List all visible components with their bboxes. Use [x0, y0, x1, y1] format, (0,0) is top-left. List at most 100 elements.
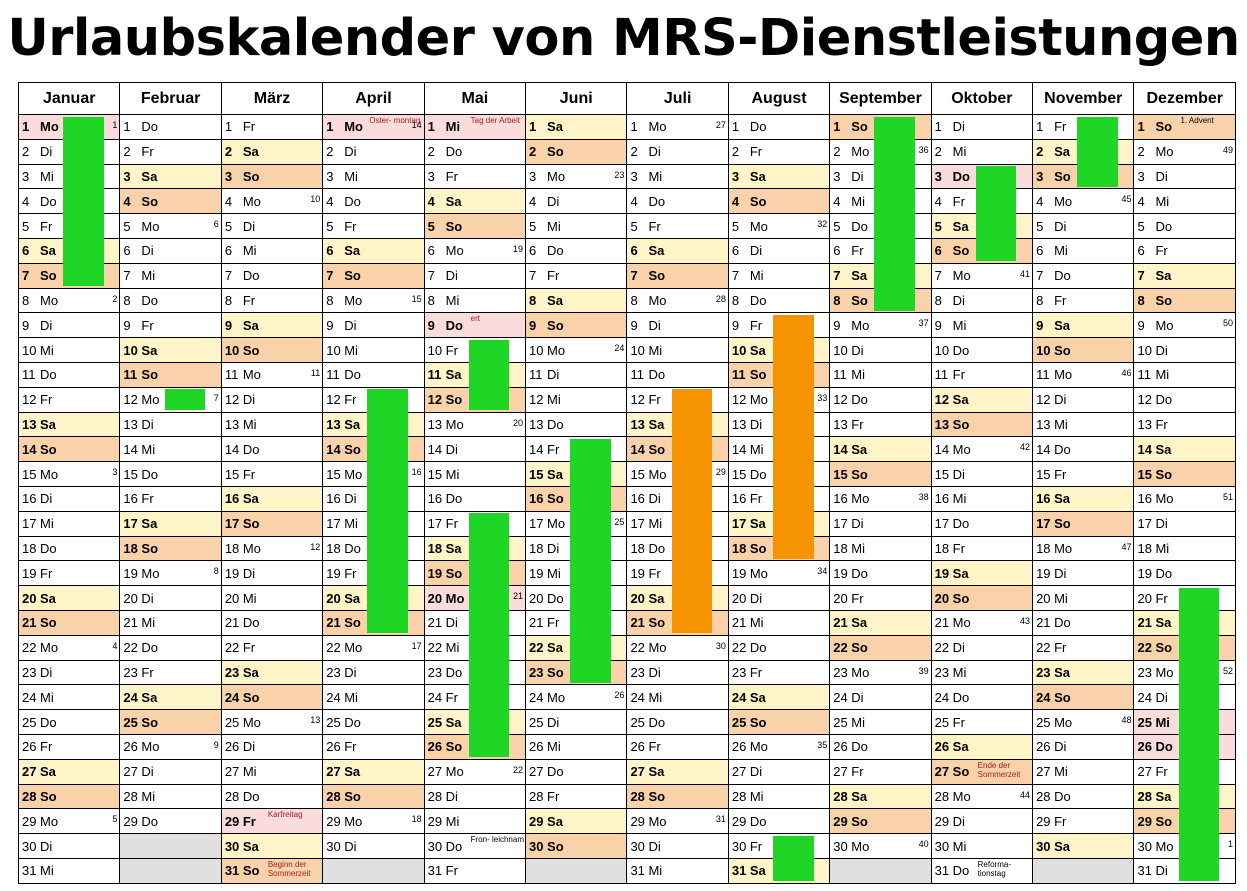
- day-cell[interactable]: 2 Do: [423, 138, 527, 165]
- vacation-bar-green[interactable]: [468, 513, 510, 758]
- day-cell[interactable]: 31 Mi: [17, 857, 121, 884]
- day-cell[interactable]: 9 Sa: [1032, 312, 1135, 339]
- day-cell[interactable]: 5 Fr: [322, 213, 425, 239]
- day-cell[interactable]: 17 Di: [829, 510, 932, 537]
- day-cell[interactable]: 16 Di: [17, 485, 121, 512]
- day-cell[interactable]: 17 Sa: [119, 510, 222, 537]
- day-cell[interactable]: 26 Di: [220, 733, 324, 760]
- day-cell[interactable]: 13 Di: [119, 411, 222, 438]
- day-cell[interactable]: 15 Di: [930, 461, 1034, 487]
- day-cell[interactable]: 14 Do: [1032, 436, 1135, 463]
- day-cell[interactable]: 29 Di: [930, 808, 1034, 835]
- day-cell[interactable]: 9 Sa: [220, 312, 324, 339]
- day-cell[interactable]: 4 Di: [525, 188, 628, 215]
- day-cell[interactable]: 11 Mo 11: [220, 361, 324, 388]
- day-cell[interactable]: 9 Fr: [119, 312, 222, 339]
- day-cell[interactable]: 4 Sa: [423, 188, 527, 215]
- day-cell[interactable]: 24 Do: [930, 684, 1034, 711]
- day-cell[interactable]: 10 Di: [1133, 337, 1236, 363]
- day-cell[interactable]: 28 So: [626, 783, 729, 810]
- day-cell[interactable]: 16 Mo 38: [829, 485, 932, 512]
- day-cell[interactable]: 30 Di: [322, 833, 425, 859]
- day-cell[interactable]: 5 Mi: [525, 213, 628, 239]
- day-cell[interactable]: 9 Di: [322, 312, 425, 339]
- day-cell[interactable]: 7 Do: [1032, 262, 1135, 289]
- day-cell[interactable]: 4 So: [119, 188, 222, 215]
- day-cell[interactable]: 19 Do: [829, 560, 932, 587]
- day-cell[interactable]: 18 Mi: [1133, 535, 1236, 562]
- day-cell[interactable]: 29 Mo 5: [17, 808, 121, 835]
- day-cell[interactable]: 23 Mo 39: [829, 659, 932, 686]
- day-cell[interactable]: 9 So: [525, 312, 628, 339]
- day-cell[interactable]: 28 Mo 44: [930, 783, 1034, 810]
- day-cell[interactable]: 4 Mo 10: [220, 188, 324, 215]
- day-cell[interactable]: 15 So: [1133, 461, 1236, 487]
- vacation-bar-green[interactable]: [1178, 587, 1220, 882]
- day-cell[interactable]: 5 Di: [1032, 213, 1135, 239]
- day-cell[interactable]: 28 Fr: [525, 783, 628, 810]
- vacation-bar-green[interactable]: [975, 166, 1017, 262]
- day-cell[interactable]: 30 Mo 40: [829, 833, 932, 859]
- day-cell[interactable]: 14 Mo 42: [930, 436, 1034, 463]
- day-cell[interactable]: 22 Mo 17: [322, 634, 425, 661]
- day-cell[interactable]: 6 Sa: [626, 237, 729, 264]
- day-cell[interactable]: 7 So: [626, 262, 729, 289]
- day-cell[interactable]: 10 Sa: [119, 337, 222, 363]
- day-cell[interactable]: 14 Mi: [119, 436, 222, 463]
- vacation-bar-green[interactable]: [570, 438, 611, 683]
- day-cell[interactable]: 14 Di: [423, 436, 527, 463]
- day-cell[interactable]: 30 Do Fron- leichnam: [423, 833, 527, 859]
- day-cell[interactable]: 24 So: [220, 684, 324, 711]
- day-cell[interactable]: 14 So: [17, 436, 121, 463]
- day-cell[interactable]: 10 Do: [930, 337, 1034, 363]
- day-cell[interactable]: 6 Fr: [1133, 237, 1236, 264]
- day-cell[interactable]: 9 Mo 37: [829, 312, 932, 339]
- day-cell[interactable]: 29 Do: [119, 808, 222, 835]
- day-cell[interactable]: 6 Sa: [322, 237, 425, 264]
- day-cell[interactable]: 23 Fr: [119, 659, 222, 686]
- day-cell[interactable]: 27 Sa: [17, 758, 121, 785]
- day-cell[interactable]: 1 Fr: [220, 114, 324, 140]
- day-cell[interactable]: 11 So: [119, 361, 222, 388]
- day-cell[interactable]: 23 Fr: [727, 659, 831, 686]
- day-cell[interactable]: 25 Fr: [930, 709, 1034, 735]
- day-cell[interactable]: 26 Di: [1032, 733, 1135, 760]
- day-cell[interactable]: 24 So: [1032, 684, 1135, 711]
- day-cell[interactable]: 3 So: [220, 163, 324, 190]
- day-cell[interactable]: 26 Do: [829, 733, 932, 760]
- day-cell[interactable]: 5 Mo 32: [727, 213, 831, 239]
- day-cell[interactable]: 21 Sa: [829, 609, 932, 636]
- day-cell[interactable]: 22 Fr: [1032, 634, 1135, 661]
- day-cell[interactable]: 27 Di: [727, 758, 831, 785]
- day-cell[interactable]: 22 Mo 4: [17, 634, 121, 661]
- day-cell[interactable]: 7 Mi: [119, 262, 222, 289]
- day-cell[interactable]: 31 Mi: [626, 857, 729, 884]
- day-cell[interactable]: 9 Do ert: [423, 312, 527, 339]
- day-cell[interactable]: 4 Mo 45: [1032, 188, 1135, 215]
- day-cell[interactable]: 24 Mo 26: [525, 684, 628, 711]
- day-cell[interactable]: 26 Fr: [322, 733, 425, 760]
- day-cell[interactable]: 10 Mi: [17, 337, 121, 363]
- day-cell[interactable]: 8 Fr: [220, 287, 324, 314]
- day-cell[interactable]: 3 Mi: [322, 163, 425, 190]
- day-cell[interactable]: 17 Di: [1133, 510, 1236, 537]
- day-cell[interactable]: 26 Mo 35: [727, 733, 831, 760]
- day-cell[interactable]: 6 Di: [119, 237, 222, 264]
- day-cell[interactable]: 29 Fr Karfreitag: [220, 808, 324, 835]
- day-cell[interactable]: 28 Sa: [829, 783, 932, 810]
- day-cell[interactable]: 11 Mi: [829, 361, 932, 388]
- vacation-bar-green[interactable]: [1077, 116, 1118, 187]
- day-cell[interactable]: 27 Mi: [220, 758, 324, 785]
- day-cell[interactable]: 16 Sa: [220, 485, 324, 512]
- day-cell[interactable]: 15 So: [829, 461, 932, 487]
- day-cell[interactable]: 26 Fr: [17, 733, 121, 760]
- day-cell[interactable]: 4 Do: [626, 188, 729, 215]
- day-cell[interactable]: 27 Fr: [829, 758, 932, 785]
- day-cell[interactable]: 25 Mo 48: [1032, 709, 1135, 735]
- day-cell[interactable]: 24 Sa: [119, 684, 222, 711]
- day-cell[interactable]: 12 Mi: [525, 386, 628, 413]
- day-cell[interactable]: 24 Mi: [322, 684, 425, 711]
- day-cell[interactable]: 27 Sa: [626, 758, 729, 785]
- day-cell[interactable]: 25 Di: [525, 709, 628, 735]
- day-cell[interactable]: 22 Do: [119, 634, 222, 661]
